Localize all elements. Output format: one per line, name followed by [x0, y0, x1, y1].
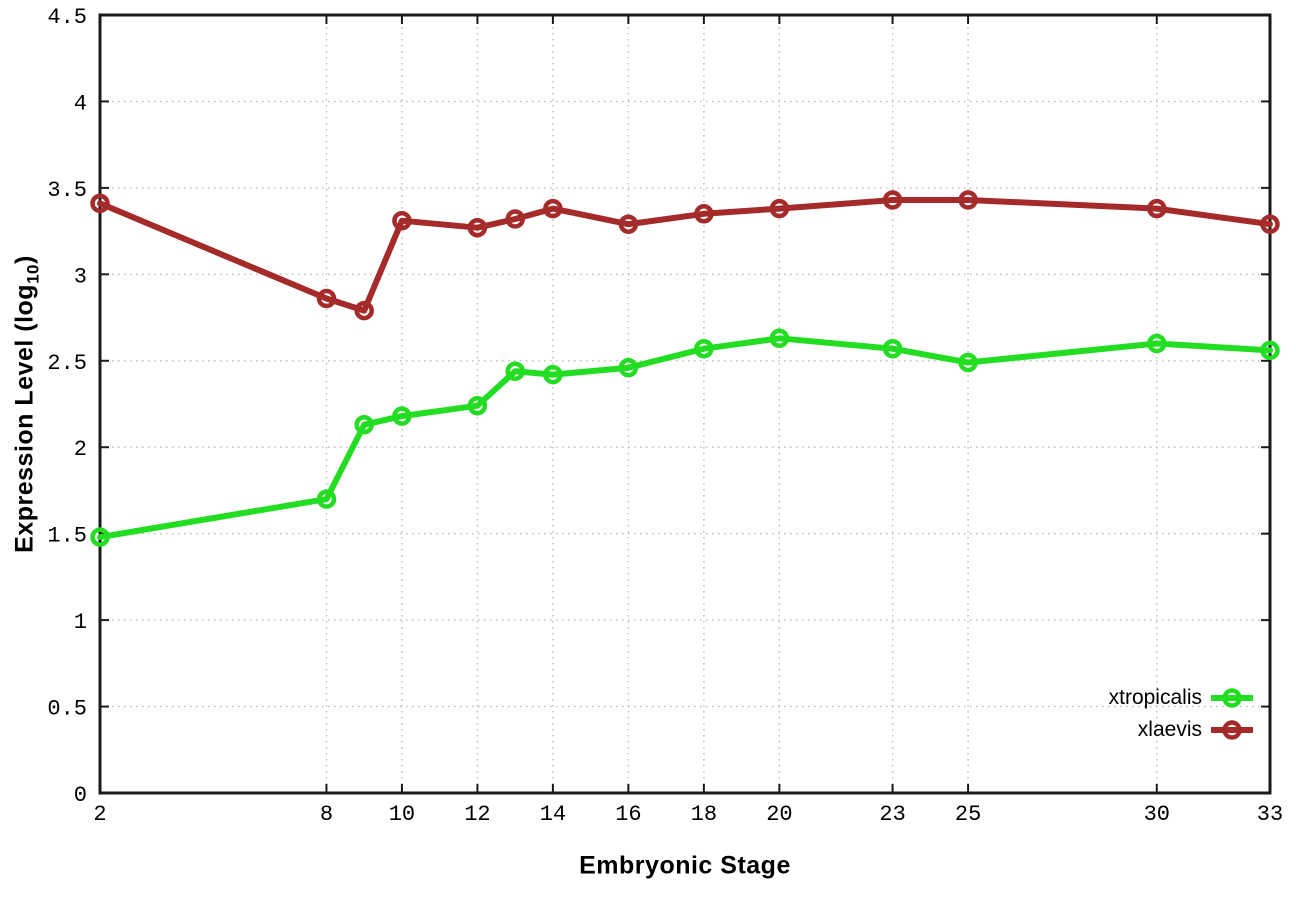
data-point [769, 328, 790, 349]
y-tick-label: 2 [74, 437, 87, 462]
data-point [316, 489, 337, 509]
data-point [694, 204, 714, 224]
x-tick-label: 10 [389, 802, 415, 827]
y-tick-label: 2.5 [47, 351, 87, 376]
data-point [543, 364, 563, 385]
data-point [882, 190, 903, 210]
data-point [769, 198, 790, 219]
legend-item-xtropicalis: xtropicalis [1109, 682, 1255, 714]
tick-marks [99, 14, 1271, 794]
tick-labels: 2 8 10 12 14 16 18 20 23 25 30 33 0 0.5 1 1.5 2 2.5 3 3.5 4 4… [47, 5, 1283, 827]
legend-item-xlaevis: xlaevis [1109, 714, 1255, 746]
y-tick-label: 3 [74, 264, 87, 289]
x-axis-title: Embryonic Stage [579, 851, 791, 880]
y-tick-label: 1.5 [47, 524, 87, 549]
series-xlaevis [90, 190, 1280, 321]
y-axis-title-suffix: ) [10, 255, 39, 264]
x-tick-label: 2 [93, 802, 106, 827]
y-tick-label: 0.5 [47, 697, 87, 722]
data-point [467, 217, 488, 238]
y-axis-title-text: Expression Level (log [10, 283, 39, 553]
x-tick-label: 33 [1257, 802, 1283, 827]
data-point [392, 406, 412, 426]
data-point [90, 527, 110, 547]
x-tick-label: 18 [691, 802, 717, 827]
data-point [392, 210, 412, 231]
x-tick-label: 8 [320, 802, 333, 827]
y-axis-title: Expression Level (log10) [11, 255, 44, 553]
data-point [1147, 198, 1167, 219]
data-point [882, 338, 903, 359]
data-point [958, 352, 978, 373]
x-tick-label: 25 [955, 802, 981, 827]
y-tick-label: 4.5 [47, 5, 87, 30]
x-tick-label: 14 [540, 802, 566, 827]
x-tick-label: 12 [464, 802, 490, 827]
series-line-xtropicalis [97, 335, 1273, 541]
y-tick-label: 1 [74, 610, 87, 635]
data-point [505, 361, 525, 381]
legend-label-xtropicalis: xtropicalis [1108, 686, 1202, 709]
y-axis-title-subscript: 10 [23, 263, 43, 284]
data-point [467, 395, 488, 416]
plot-border [98, 13, 1272, 795]
data-point [354, 300, 374, 321]
x-tick-label: 30 [1144, 802, 1170, 827]
data-point [354, 414, 374, 435]
gridlines [100, 15, 1270, 793]
data-point [1260, 214, 1280, 234]
x-tick-label: 23 [879, 802, 905, 827]
data-point [90, 193, 110, 214]
series-xtropicalis [90, 328, 1280, 547]
x-tick-label: 16 [615, 802, 641, 827]
x-tick-label: 20 [766, 802, 792, 827]
legend: xtropicalis xlaevis [1109, 682, 1255, 746]
data-point [1147, 333, 1167, 354]
data-point [618, 214, 639, 234]
data-point [543, 198, 563, 219]
series-line-xlaevis [97, 197, 1273, 314]
y-tick-label: 4 [74, 91, 87, 116]
data-point [1260, 340, 1280, 361]
data-point [694, 338, 714, 359]
data-point [505, 209, 525, 229]
legend-label-xlaevis: xlaevis [1137, 718, 1202, 741]
y-tick-label: 0 [74, 783, 87, 808]
data-point [316, 288, 337, 309]
data-point [618, 357, 639, 378]
data-point [958, 190, 978, 210]
y-tick-label: 3.5 [47, 178, 87, 203]
legend-marker-icon-xtropicalis [1211, 688, 1253, 708]
legend-marker-icon-xlaevis [1211, 720, 1253, 740]
